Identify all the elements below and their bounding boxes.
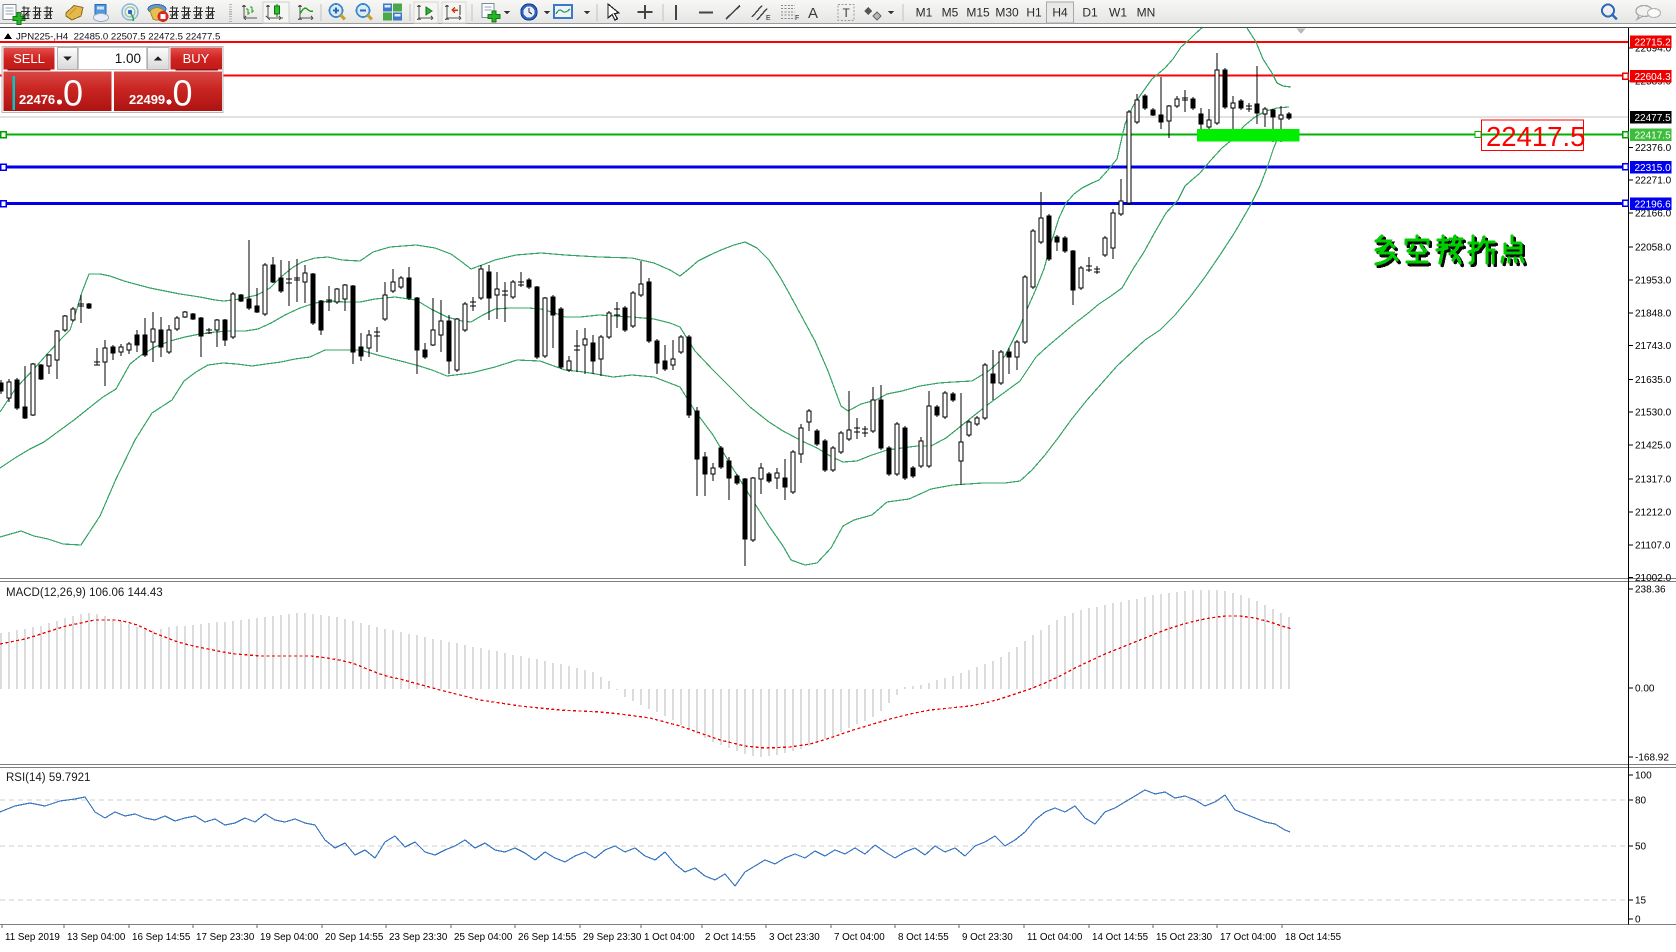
svg-text:M15: M15 (966, 6, 990, 20)
svg-text:80: 80 (1635, 796, 1647, 807)
svg-text:22417.5: 22417.5 (1486, 121, 1585, 152)
svg-text:SELL: SELL (13, 51, 45, 66)
svg-text:F: F (795, 15, 799, 22)
svg-text:-168.92: -168.92 (1635, 753, 1669, 764)
svg-text:11 Oct 04:00: 11 Oct 04:00 (1027, 932, 1083, 943)
svg-text:22315.0: 22315.0 (1635, 163, 1672, 174)
svg-text:E: E (766, 15, 771, 22)
svg-text:0: 0 (173, 73, 193, 114)
svg-text:18 Oct 14:55: 18 Oct 14:55 (1285, 932, 1342, 943)
svg-text:21212.0: 21212.0 (1635, 508, 1672, 519)
svg-text:19 Sep 04:00: 19 Sep 04:00 (260, 932, 319, 943)
svg-text:22499: 22499 (129, 92, 165, 107)
svg-text:H4: H4 (1052, 6, 1068, 20)
svg-text:22477.5: 22477.5 (1635, 113, 1672, 124)
svg-text:22166.0: 22166.0 (1635, 209, 1672, 220)
svg-text:17 Oct 04:00: 17 Oct 04:00 (1220, 932, 1277, 943)
svg-text:0: 0 (63, 73, 83, 114)
svg-text:11 Sep 2019: 11 Sep 2019 (5, 932, 60, 943)
svg-text:22196.6: 22196.6 (1635, 199, 1672, 210)
svg-text:21002.0: 21002.0 (1635, 573, 1672, 584)
svg-text:A: A (808, 5, 818, 22)
svg-text:8 Oct 14:55: 8 Oct 14:55 (898, 932, 949, 943)
svg-text:22476: 22476 (19, 92, 55, 107)
svg-text:RSI(14) 59.7921: RSI(14) 59.7921 (6, 772, 90, 784)
svg-text:7 Oct 04:00: 7 Oct 04:00 (834, 932, 885, 943)
svg-text:21848.0: 21848.0 (1635, 309, 1672, 320)
svg-text:21107.0: 21107.0 (1635, 541, 1671, 552)
svg-text:21953.0: 21953.0 (1635, 276, 1672, 287)
svg-text:21743.0: 21743.0 (1635, 341, 1672, 352)
svg-text:MN: MN (1137, 6, 1156, 20)
svg-text:22715.2: 22715.2 (1635, 38, 1672, 49)
svg-text:20 Sep 14:55: 20 Sep 14:55 (325, 932, 384, 943)
svg-text:0.00: 0.00 (1635, 684, 1655, 695)
svg-text:JPN225-,H4 22485.0 22507.5 22: JPN225-,H4 22485.0 22507.5 22472.5 22477… (16, 32, 220, 43)
svg-text:2 Oct 14:55: 2 Oct 14:55 (705, 932, 756, 943)
svg-text:M5: M5 (942, 6, 959, 20)
svg-text:H1: H1 (1026, 6, 1042, 20)
svg-text:MACD(12,26,9) 106.06 144.43: MACD(12,26,9) 106.06 144.43 (6, 587, 163, 599)
svg-text:21425.0: 21425.0 (1635, 441, 1672, 452)
svg-text:22604.3: 22604.3 (1635, 72, 1672, 83)
svg-text:D1: D1 (1082, 6, 1098, 20)
svg-text:17 Sep 23:30: 17 Sep 23:30 (196, 932, 255, 943)
svg-text:50: 50 (1635, 842, 1647, 853)
svg-text:15 Oct 23:30: 15 Oct 23:30 (1156, 932, 1213, 943)
svg-text:22417.5: 22417.5 (1635, 131, 1672, 142)
svg-text:21317.0: 21317.0 (1635, 475, 1672, 486)
svg-text:21635.0: 21635.0 (1635, 375, 1672, 386)
svg-text:M30: M30 (995, 6, 1019, 20)
svg-text:0: 0 (1635, 915, 1641, 926)
svg-text:100: 100 (1635, 771, 1652, 782)
svg-text:29 Sep 23:30: 29 Sep 23:30 (583, 932, 642, 943)
svg-text:13 Sep 04:00: 13 Sep 04:00 (67, 932, 126, 943)
svg-text:16 Sep 14:55: 16 Sep 14:55 (132, 932, 191, 943)
svg-text:15: 15 (1635, 896, 1647, 907)
svg-text:1 Oct 04:00: 1 Oct 04:00 (644, 932, 695, 943)
svg-text:25 Sep 04:00: 25 Sep 04:00 (454, 932, 513, 943)
svg-text:22694.0: 22694.0 (1635, 44, 1672, 55)
svg-text:BUY: BUY (183, 51, 210, 66)
svg-text:T: T (843, 6, 851, 20)
svg-text:238.36: 238.36 (1635, 585, 1666, 596)
svg-text:26 Sep 14:55: 26 Sep 14:55 (518, 932, 577, 943)
svg-text:23 Sep 23:30: 23 Sep 23:30 (389, 932, 448, 943)
svg-text:1.00: 1.00 (115, 51, 141, 66)
svg-text:9 Oct 23:30: 9 Oct 23:30 (962, 932, 1013, 943)
svg-text:22058.0: 22058.0 (1635, 243, 1672, 254)
svg-text:3 Oct 23:30: 3 Oct 23:30 (769, 932, 820, 943)
svg-text:W1: W1 (1109, 6, 1127, 20)
svg-text:22376.0: 22376.0 (1635, 143, 1672, 154)
svg-text:21530.0: 21530.0 (1635, 408, 1672, 419)
svg-text:M1: M1 (916, 6, 933, 20)
svg-text:22271.0: 22271.0 (1635, 176, 1672, 187)
svg-text:14 Oct 14:55: 14 Oct 14:55 (1092, 932, 1149, 943)
